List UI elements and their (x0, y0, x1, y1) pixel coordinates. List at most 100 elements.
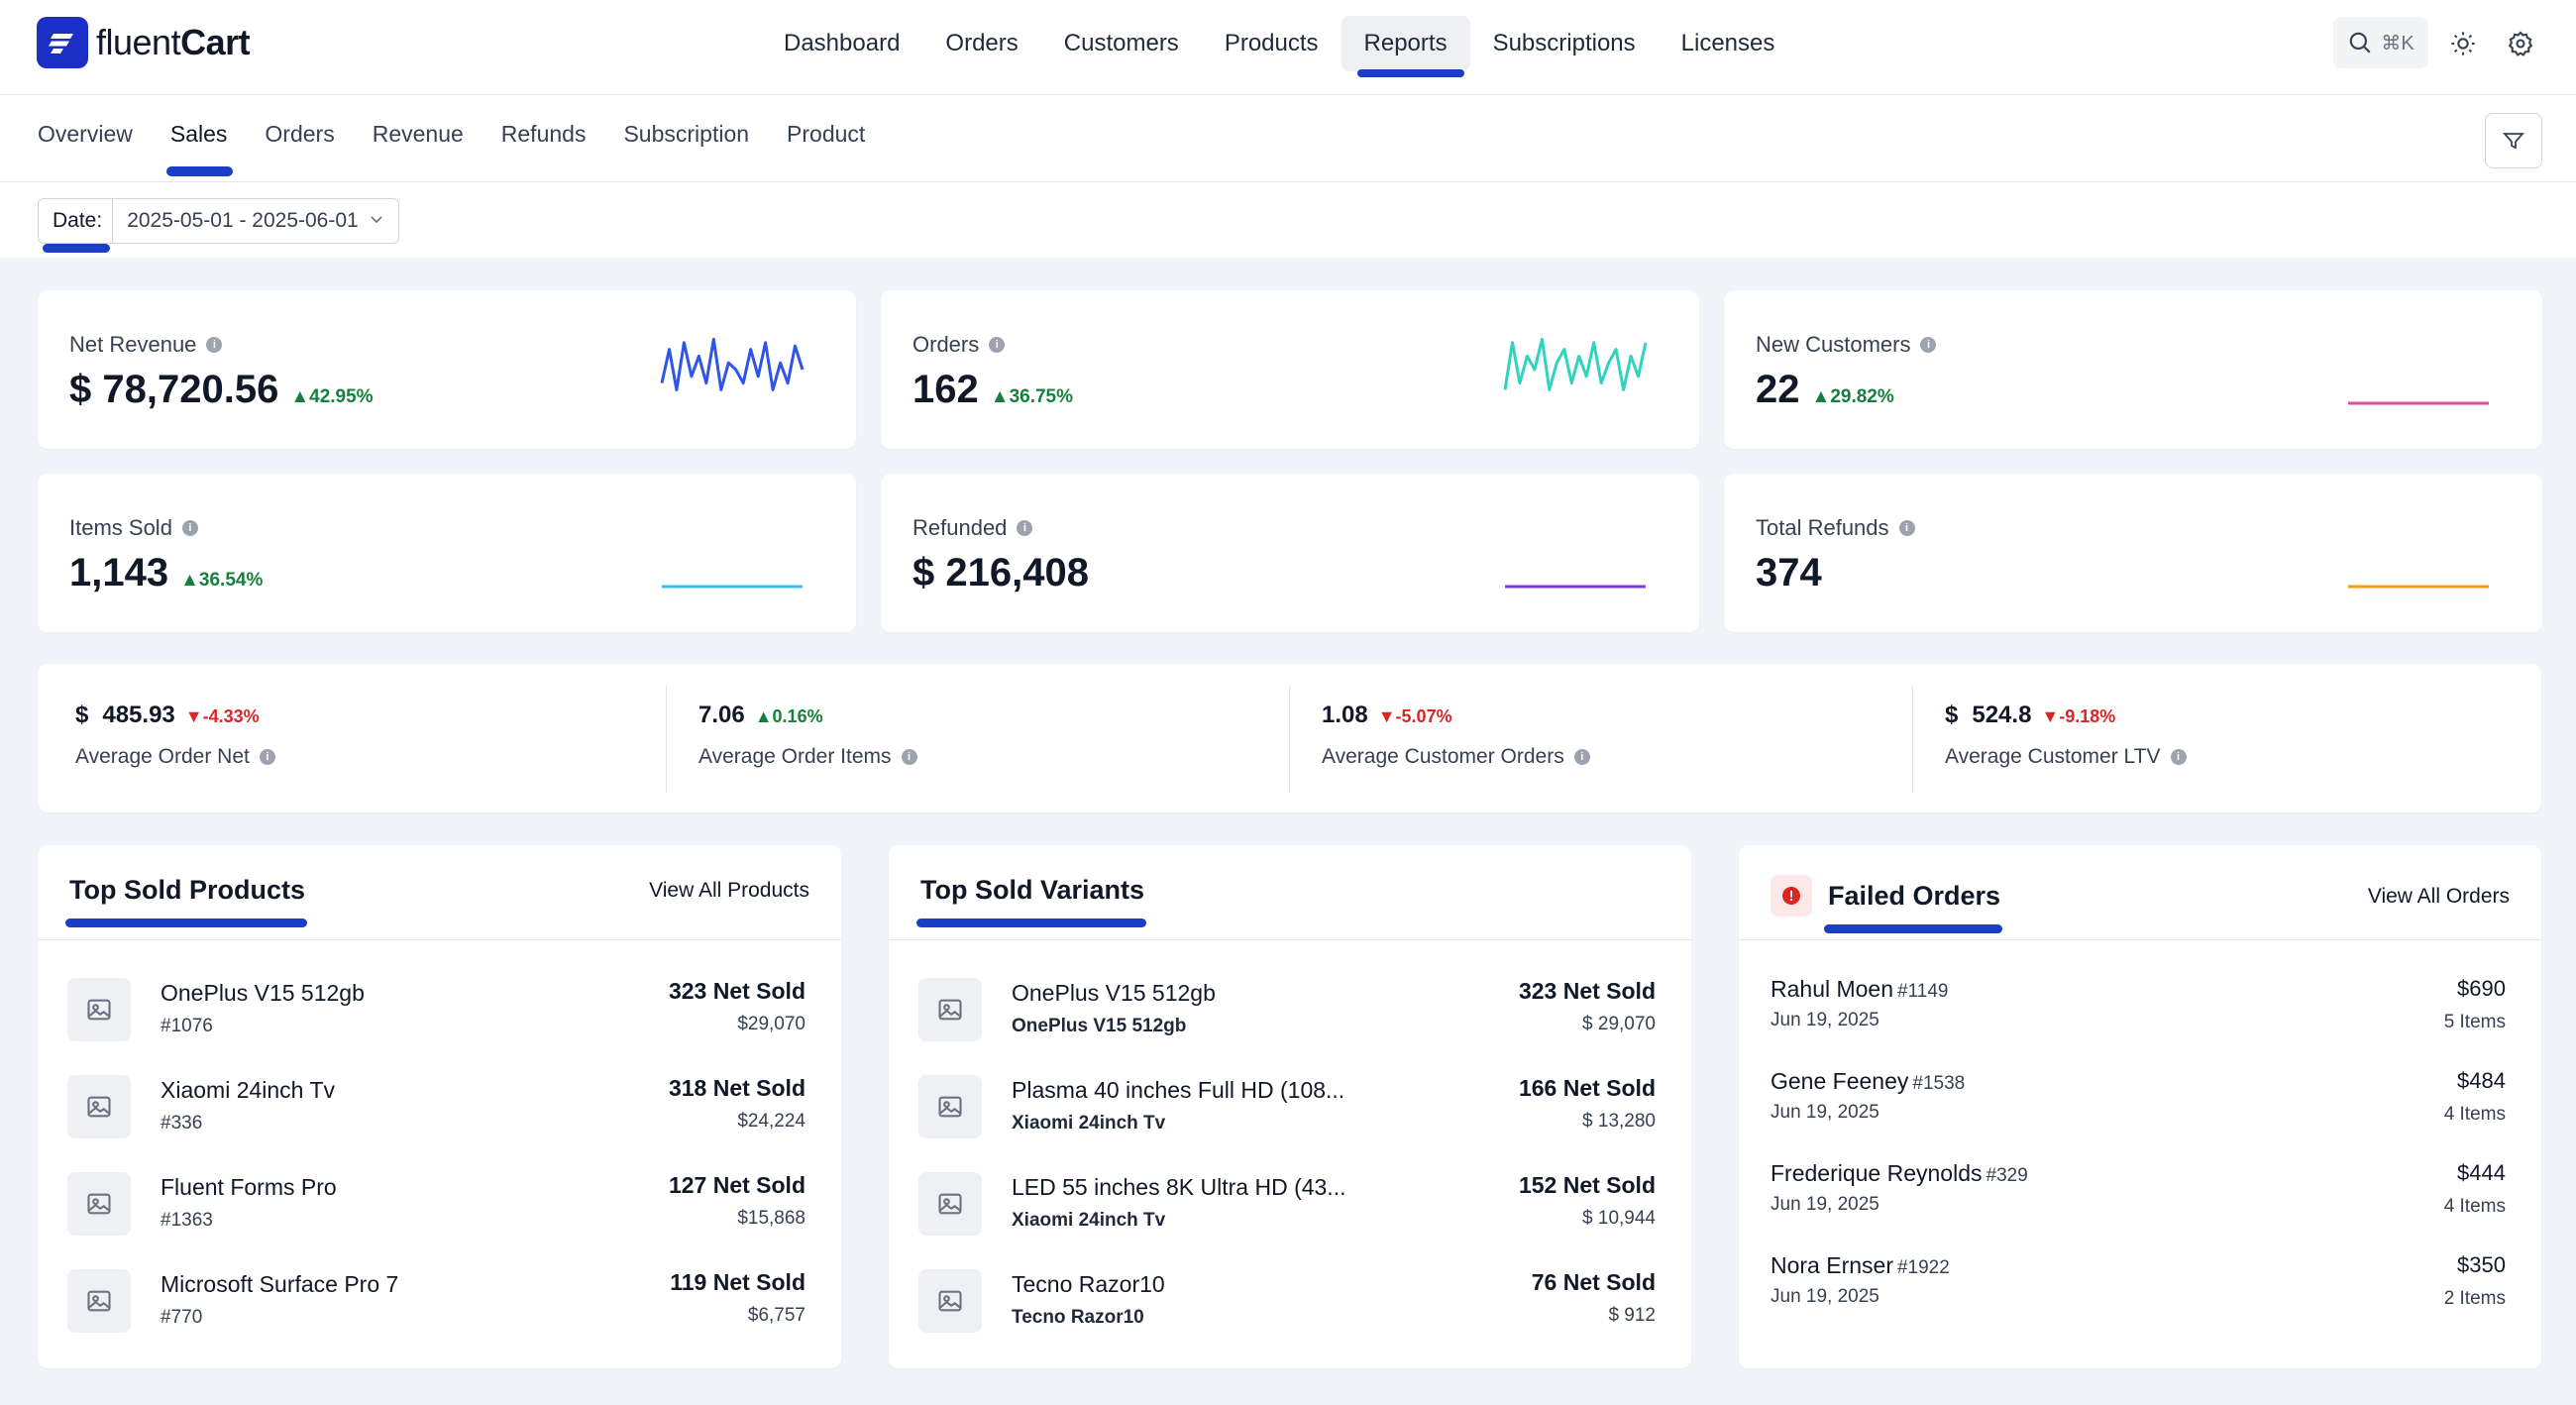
net-sold: 119 Net Sold (670, 1269, 805, 1295)
nav-dashboard[interactable]: Dashboard (784, 30, 901, 56)
list-item[interactable]: LED 55 inches 8K Ultra HD (43... Xiaomi … (889, 1162, 1691, 1259)
tab-subscription[interactable]: Subscription (623, 121, 750, 147)
info-icon[interactable]: i (181, 520, 198, 536)
avg-label: Average Customer Orders (1322, 745, 1564, 768)
filter-button[interactable] (2485, 113, 2542, 168)
order-items: 5 Items (2443, 1012, 2506, 1032)
stat-card-items-sold: Items Sold i 1,143 ▲36.54% (38, 474, 856, 632)
sparkline (2348, 585, 2489, 589)
order-number: #1538 (1912, 1073, 1966, 1094)
search-icon (2350, 32, 2371, 54)
product-name: Xiaomi 24inch Tv (161, 1077, 335, 1103)
card-title: Top Sold Variants (916, 875, 1147, 927)
tab-orders[interactable]: Orders (265, 121, 335, 147)
divider (666, 686, 667, 793)
order-date: Jun 19, 2025 (1771, 1102, 1879, 1123)
sold-amount: $29,070 (737, 1014, 805, 1034)
sold-amount: $15,868 (737, 1208, 805, 1229)
list-item[interactable]: Fluent Forms Pro #1363 127 Net Sold $15,… (38, 1162, 841, 1259)
order-items: 4 Items (2443, 1196, 2506, 1217)
order-date: Jun 19, 2025 (1771, 1194, 1879, 1215)
image-placeholder-icon (67, 1269, 131, 1333)
sold-amount: $ 29,070 (1582, 1014, 1656, 1034)
stat-label: Items Sold (69, 515, 172, 540)
stat-value: 374 (1756, 551, 1822, 594)
nav-subscriptions[interactable]: Subscriptions (1492, 30, 1636, 56)
chevron-down-icon (369, 209, 398, 233)
order-number: #1149 (1897, 981, 1949, 1002)
sub-bar: Overview Sales Orders Revenue Refunds Su… (0, 95, 2576, 182)
info-icon[interactable]: i (1017, 520, 1033, 536)
theme-toggle-button[interactable] (2443, 24, 2483, 63)
net-sold: 152 Net Sold (1518, 1172, 1656, 1198)
info-icon[interactable]: i (1573, 749, 1590, 765)
info-icon[interactable]: i (206, 337, 223, 353)
net-sold: 76 Net Sold (1531, 1269, 1656, 1295)
info-icon[interactable]: i (901, 749, 917, 765)
stat-label: Net Revenue (69, 332, 197, 357)
list-item[interactable]: Nora Ernser #1922 Jun 19, 2025 $350 2 Ite… (1739, 1243, 2541, 1334)
net-sold: 323 Net Sold (668, 978, 805, 1004)
nav-orders[interactable]: Orders (945, 30, 1019, 56)
date-label: Date: (39, 199, 114, 253)
list-item[interactable]: Tecno Razor10 Tecno Razor10 76 Net Sold … (889, 1259, 1691, 1356)
nav-reports[interactable]: Reports (1341, 16, 1470, 77)
product-name: OnePlus V15 512gb (161, 980, 365, 1006)
settings-button[interactable] (2501, 24, 2540, 63)
tab-refunds[interactable]: Refunds (500, 121, 587, 147)
date-range-picker[interactable]: Date: 2025-05-01 - 2025-06-01 (38, 198, 399, 253)
search-button[interactable]: ⌘K (2333, 17, 2428, 68)
tab-revenue[interactable]: Revenue (372, 121, 464, 147)
stat-label: Total Refunds (1756, 515, 1889, 540)
list-item[interactable]: OnePlus V15 512gb OnePlus V15 512gb 323 … (889, 968, 1691, 1065)
list-item[interactable]: Plasma 40 inches Full HD (108... Xiaomi … (889, 1065, 1691, 1162)
nav-products[interactable]: Products (1224, 30, 1319, 56)
product-id: #1363 (161, 1210, 213, 1231)
sold-amount: $ 13,280 (1582, 1111, 1656, 1132)
image-placeholder-icon (67, 1172, 131, 1236)
list-item[interactable]: Frederique Reynolds #329 Jun 19, 2025 $44… (1739, 1150, 2541, 1242)
avg-value: 524.8 (1972, 702, 2032, 728)
stat-card-refunded: Refunded i $ 216,408 (881, 474, 1699, 632)
tab-product[interactable]: Product (787, 121, 866, 147)
tab-overview[interactable]: Overview (38, 121, 133, 147)
avg-delta: ▼-5.07% (1377, 706, 1452, 726)
info-icon[interactable]: i (1898, 520, 1915, 536)
nav-customers[interactable]: Customers (1063, 30, 1179, 56)
variant-name: LED 55 inches 8K Ultra HD (43... (1012, 1174, 1346, 1200)
stat-delta: ▲42.95% (290, 386, 374, 407)
main-nav: Dashboard Orders Customers Products Repo… (761, 16, 1797, 77)
sparkline (2348, 401, 2489, 405)
list-item[interactable]: Rahul Moen #1149 Jun 19, 2025 $690 5 Item… (1739, 966, 2541, 1057)
info-icon[interactable]: i (2170, 749, 2187, 765)
view-all-products-link[interactable]: View All Products (649, 879, 809, 902)
info-icon[interactable]: i (989, 337, 1006, 353)
product-id: #336 (161, 1113, 203, 1134)
list-item[interactable]: Xiaomi 24inch Tv #336 318 Net Sold $24,2… (38, 1065, 841, 1162)
tab-sales[interactable]: Sales (165, 121, 233, 176)
avg-customer-orders: 1.08 ▼-5.07% Average Customer Orders i (1284, 664, 1908, 812)
list-item[interactable]: Gene Feeney #1538 Jun 19, 2025 $484 4 Ite… (1739, 1058, 2541, 1149)
logo-text: fluentCart (96, 22, 251, 62)
stat-value: 162 (912, 368, 979, 411)
customer-name: Nora Ernser (1771, 1252, 1893, 1278)
view-all-orders-link[interactable]: View All Orders (2367, 885, 2510, 908)
variant-product: Xiaomi 24inch Tv (1012, 1210, 1166, 1231)
product-id: #1076 (161, 1016, 213, 1036)
info-icon[interactable]: i (259, 749, 275, 765)
avg-label: Average Order Items (698, 745, 892, 768)
app-logo[interactable]: fluentCart (37, 17, 251, 68)
avg-label: Average Order Net (75, 745, 250, 768)
sold-amount: $ 10,944 (1582, 1208, 1656, 1229)
list-item[interactable]: Microsoft Surface Pro 7 #770 119 Net Sol… (38, 1259, 841, 1356)
nav-licenses[interactable]: Licenses (1680, 30, 1775, 56)
stat-value: $ 216,408 (912, 551, 1089, 594)
top-bar: fluentCart Dashboard Orders Customers Pr… (0, 0, 2576, 95)
reports-tabs: Overview Sales Orders Revenue Refunds Su… (38, 121, 903, 176)
image-placeholder-icon (67, 978, 131, 1041)
order-items: 2 Items (2443, 1288, 2506, 1309)
order-amount: $484 (2457, 1068, 2506, 1093)
sparkline-path (1503, 337, 1648, 391)
info-icon[interactable]: i (1920, 337, 1937, 353)
list-item[interactable]: OnePlus V15 512gb #1076 323 Net Sold $29… (38, 968, 841, 1065)
